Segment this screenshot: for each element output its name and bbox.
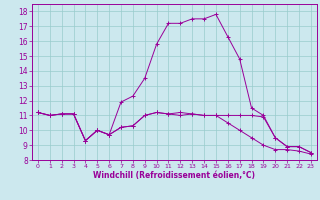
X-axis label: Windchill (Refroidissement éolien,°C): Windchill (Refroidissement éolien,°C)	[93, 171, 255, 180]
